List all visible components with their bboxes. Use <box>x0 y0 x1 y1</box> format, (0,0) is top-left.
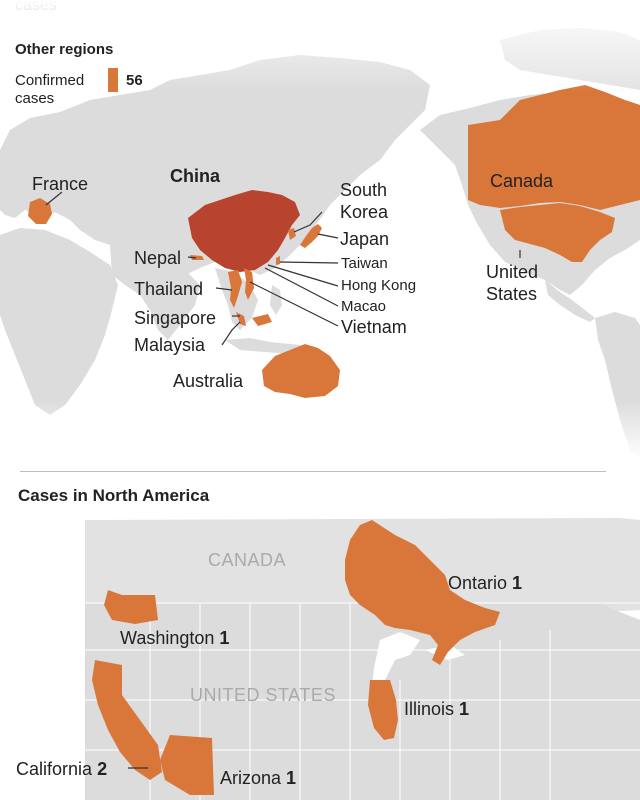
legend-swatch <box>108 68 118 92</box>
label-united: United <box>486 262 539 282</box>
na-label-illinois-count: 1 <box>459 699 470 719</box>
china-shape <box>188 190 300 272</box>
na-label-washington-count: 1 <box>219 628 230 648</box>
na-label-washington-name: Washington <box>120 628 215 648</box>
label-singapore: Singapore <box>134 308 217 328</box>
australia-shape <box>262 344 340 398</box>
leader-south-korea <box>293 211 323 233</box>
illinois-shape <box>368 680 398 740</box>
na-label-arizona: Arizona 1 <box>220 769 296 787</box>
label-vietnam: Vietnam <box>341 317 407 337</box>
label-states: States <box>486 284 538 304</box>
legend-label-line2: cases <box>15 90 55 107</box>
na-label-arizona-name: Arizona <box>220 768 282 788</box>
leader-nepal <box>187 256 197 259</box>
arizona-shape <box>160 735 214 795</box>
na-label-illinois-name: Illinois <box>404 699 455 719</box>
na-label-arizona-count: 1 <box>286 768 297 788</box>
label-south-korea-1: South <box>340 180 388 200</box>
leader-japan <box>317 233 339 239</box>
label-nepal: Nepal <box>134 248 182 268</box>
leader-malaysia <box>221 321 241 346</box>
leader-taiwan <box>279 261 339 264</box>
na-label-california-count: 2 <box>97 759 108 779</box>
label-malaysia: Malaysia <box>134 335 206 355</box>
nepal-shape <box>190 255 204 260</box>
philippines-land <box>270 285 282 315</box>
label-australia: Australia <box>173 371 244 391</box>
leader-vietnam <box>249 281 339 327</box>
india-land <box>110 245 200 340</box>
na-country-us: UNITED STATES <box>190 685 336 705</box>
canada-shape <box>468 85 640 210</box>
label-taiwan: Taiwan <box>341 255 388 272</box>
na-label-ontario: Ontario 1 <box>448 574 522 592</box>
na-section-title: Cases in North America <box>18 486 210 505</box>
na-label-california: California 2 <box>16 760 107 778</box>
ontario-shape <box>345 520 500 665</box>
na-label-washington: Washington 1 <box>120 629 229 647</box>
na-country-canada: CANADA <box>208 550 287 570</box>
label-china: China <box>170 166 221 186</box>
legend-title: Other regions <box>15 41 114 58</box>
label-japan: Japan <box>340 229 390 249</box>
africa-land <box>0 228 118 415</box>
label-thailand: Thailand <box>134 279 204 299</box>
great-lakes <box>372 632 420 700</box>
legend-value: 56 <box>126 72 143 89</box>
leader-hong-kong <box>267 264 339 287</box>
japan-shape <box>300 224 322 248</box>
label-canada: Canada <box>490 171 554 191</box>
label-hong-kong: Hong Kong <box>341 277 417 294</box>
california-shape <box>92 660 162 780</box>
leader-france <box>45 191 63 206</box>
na-us-land <box>85 603 640 800</box>
label-south-korea-2: Korea <box>340 202 389 222</box>
south-korea-shape <box>288 228 296 240</box>
legend-label-line1: Confirmed <box>15 72 85 89</box>
central-america-land <box>545 280 595 322</box>
na-label-ontario-name: Ontario <box>448 573 508 593</box>
na-label-illinois: Illinois 1 <box>404 700 469 718</box>
taiwan-shape <box>276 256 280 265</box>
united-states-shape <box>500 203 615 262</box>
na-label-ontario-count: 1 <box>512 573 523 593</box>
eurasia-land <box>0 55 430 275</box>
vietnam-shape <box>244 268 254 300</box>
na-label-california-name: California <box>16 759 93 779</box>
thailand-shape <box>228 270 242 308</box>
section-divider <box>20 471 606 472</box>
leader-thailand <box>215 287 233 291</box>
leader-macao <box>264 267 339 307</box>
label-macao: Macao <box>341 298 387 315</box>
world-map <box>0 0 640 460</box>
label-france: France <box>32 174 89 194</box>
malaysia-shape <box>236 312 272 326</box>
washington-shape <box>104 590 158 624</box>
